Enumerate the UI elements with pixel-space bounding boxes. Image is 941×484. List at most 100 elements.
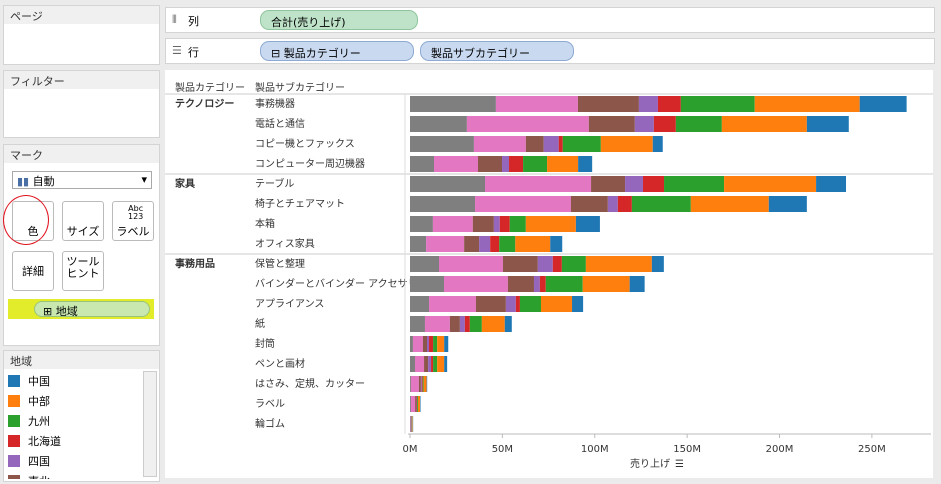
bar-segment [418,376,421,392]
bar-segment [572,296,584,312]
group-label: 事務用品 [175,257,215,270]
category-label: コンピューター周辺機器 [255,157,365,170]
bar-segment [412,336,423,352]
category-label: アプライアンス [255,298,324,310]
legend-swatch [8,375,20,387]
bar-segment [439,256,503,272]
category-label: ペンと画材 [255,357,305,370]
bar-segment [437,356,445,372]
rows-pill[interactable]: 製品サブカテゴリー [420,41,574,61]
legend-scrollbar[interactable] [143,371,157,477]
x-tick-label: 250M [858,444,886,455]
legend-label: 中部 [28,395,50,408]
x-axis-title: 売り上げ [630,457,670,470]
bar-segment [502,156,510,172]
bar-segment [481,316,505,332]
category-label: ラベル [255,398,285,410]
bar-segment [416,396,418,412]
filters-card: フィルター [3,70,160,138]
columns-pill[interactable]: 合計(売り上げ) [260,10,418,30]
bar-segment [410,416,411,432]
category-label: オフィス家具 [255,237,315,250]
bar-segment [410,416,412,432]
bar-segment [424,316,450,332]
bar-segment [410,296,430,312]
x-tick-label: 200M [766,444,794,455]
bar-segment [552,256,562,272]
legend-item[interactable]: 中国 [8,371,138,391]
bar-segment [443,276,508,292]
bar-segment [675,116,722,132]
bar-segment [540,296,573,312]
bar-segment [479,236,491,252]
color-field-pill[interactable]: ⊞ 地域 [34,301,150,318]
size-button[interactable]: サイズ [62,201,104,241]
label-button[interactable]: ラベル [112,201,154,241]
bar-segment [493,216,500,232]
bar-segment [424,356,429,372]
bar-segment [502,256,538,272]
bar-segment [515,236,551,252]
bar-segment [561,256,586,272]
mark-type: 自動 [32,175,55,188]
category-label: 事務機器 [255,97,295,110]
legend-item[interactable]: 中部 [8,391,138,411]
bar-segment [550,236,563,252]
legend-swatch [8,455,20,467]
bar-segment [417,396,420,412]
bar-segment [651,256,664,272]
bar-segment [423,376,427,392]
pages-card: ページ [3,5,160,65]
bar-segment [477,156,503,172]
legend-item[interactable]: 四国 [8,451,138,471]
bar-segment [428,356,432,372]
pages-title: ページ [4,6,159,24]
legend-swatch [8,395,20,407]
bar-segment [519,296,541,312]
tooltip-button[interactable]: ツール ヒント [62,251,104,291]
category-label: はさみ、定規、カッター [255,377,365,390]
bar-segment [433,356,438,372]
bar-segment [444,336,449,352]
x-tick-label: 150M [673,444,701,455]
bar-segment [806,116,849,132]
legend-card: 地域 中国中部九州北海道四国東北 [3,350,160,482]
bar-segment [432,216,473,232]
category-label: 電話と通信 [255,117,305,130]
bar-segment [515,296,520,312]
legend-label: 中国 [28,375,50,388]
bar-segment [499,216,510,232]
bar-segment [547,156,579,172]
bar-segment [459,316,465,332]
bar-segment [617,196,632,212]
legend-swatch [8,435,20,447]
bar-segment [410,396,415,412]
highlight-circle [3,195,49,245]
bar-segment [475,196,571,212]
bar-segment [464,316,470,332]
bar-segment [472,216,494,232]
legend-title: 地域 [4,351,159,369]
rows-pill[interactable]: ⊟ 製品カテゴリー [260,41,414,61]
bar-segment [721,116,807,132]
x-tick-label: 50M [492,444,513,455]
bar-segment [539,276,546,292]
bar-segment [509,216,526,232]
legend-item[interactable]: 北海道 [8,431,138,451]
detail-button[interactable]: 詳細 [12,251,54,291]
bar-segment [859,96,907,112]
mark-type-dropdown[interactable]: ▮▮ 自動 ▾ [12,171,152,189]
bar-segment [754,96,860,112]
marks-title: マーク [4,145,159,163]
legend-swatch [8,415,20,427]
bar-segment [410,276,444,292]
bar-segment [410,336,413,352]
bar-segment [505,296,516,312]
bar-segment [578,156,593,172]
bar-segment [410,136,474,152]
legend-item[interactable]: 九州 [8,411,138,431]
legend-item[interactable]: 東北 [8,471,138,479]
bar-segment [652,136,663,152]
bar-segment [582,276,630,292]
bar-segment [417,396,418,412]
